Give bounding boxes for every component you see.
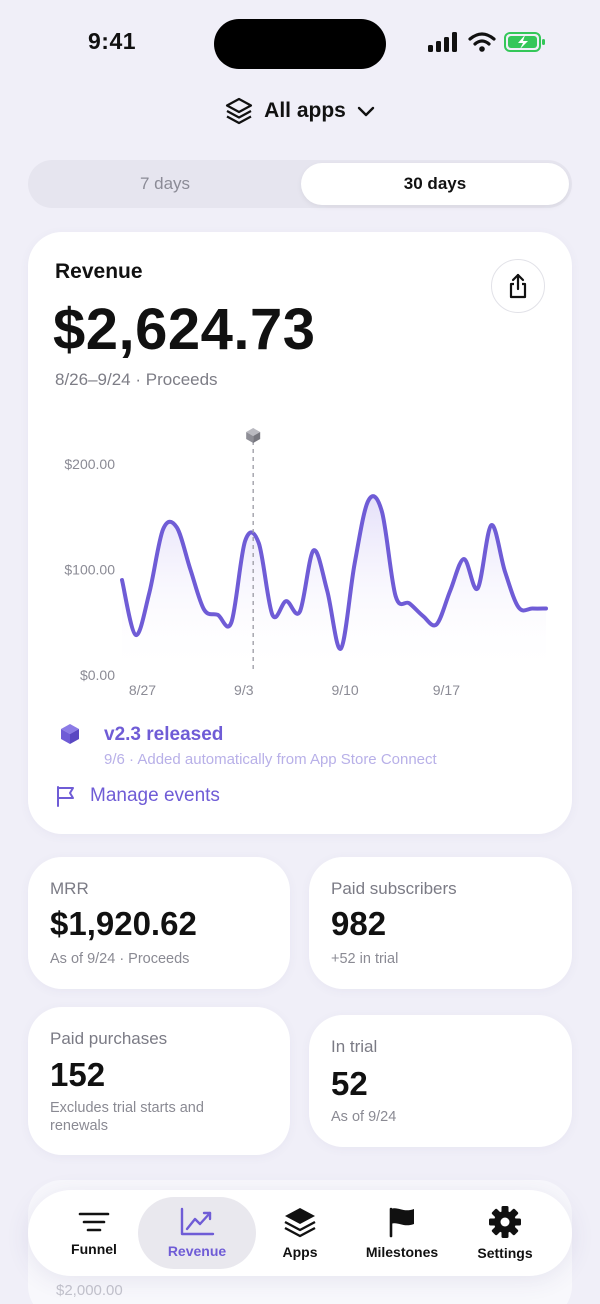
x-tick-label: 9/17 [433, 682, 460, 698]
stat-value: 152 [50, 1056, 106, 1093]
wifi-icon [468, 32, 496, 52]
x-tick-label: 8/27 [129, 682, 156, 698]
chart-area-fill [122, 496, 546, 675]
tab-bar: Funnel Revenue Apps Milestones Settings [28, 1190, 572, 1276]
tab-funnel[interactable]: Funnel [40, 1190, 148, 1276]
chart-series-line [120, 494, 548, 651]
range-segmented-control: 7 days 30 days [28, 160, 572, 208]
revenue-card: Revenue $2,624.73 8/26–9/24 · Proceeds $… [28, 232, 572, 834]
stat-value: 982 [331, 905, 387, 942]
tab-apps[interactable]: Apps [246, 1190, 354, 1276]
stat-value: $1,920.62 [50, 905, 197, 942]
range-30-days[interactable]: 30 days [301, 163, 569, 205]
faded-axis-label: $2,000.00 [56, 1282, 123, 1299]
stack-icon [284, 1208, 316, 1238]
tab-label: Funnel [71, 1241, 117, 1257]
chevron-down-icon [357, 106, 375, 117]
stat-card-mrr[interactable]: MRR $1,920.62 As of 9/24 · Proceeds [28, 857, 290, 989]
stat-note: As of 9/24 [331, 1109, 397, 1125]
trend-icon [180, 1207, 215, 1236]
share-icon [509, 273, 527, 299]
x-tick-label: 9/10 [331, 682, 358, 698]
stat-label: Paid subscribers [331, 879, 457, 898]
lines-icon [78, 1212, 110, 1232]
revenue-title: Revenue [55, 260, 143, 283]
flag-icon [389, 1207, 414, 1238]
event-marker-cube-icon[interactable] [246, 428, 261, 443]
revenue-chart[interactable]: $200.00 $100.00 $0.00 8/27 9/3 9/10 9/17 [28, 427, 572, 707]
tab-label: Milestones [365, 1244, 439, 1260]
stat-note: As of 9/24 · Proceeds [50, 951, 190, 967]
stat-note: +52 in trial [331, 951, 399, 967]
tab-settings[interactable]: Settings [451, 1190, 559, 1276]
range-7-days[interactable]: 7 days [139, 174, 191, 193]
stat-value: 52 [331, 1065, 368, 1102]
app-picker-label: All apps [264, 99, 346, 122]
y-tick-label: $100.00 [64, 562, 115, 578]
tab-milestones[interactable]: Milestones [348, 1190, 456, 1276]
stat-card-paid-subscribers[interactable]: Paid subscribers 982 +52 in trial [309, 857, 572, 989]
manage-events-label: Manage events [90, 785, 220, 806]
tab-revenue[interactable]: Revenue [138, 1197, 256, 1269]
tab-label: Revenue [167, 1243, 227, 1259]
share-button[interactable] [491, 259, 545, 313]
status-icons [428, 32, 546, 52]
release-cube-icon [61, 724, 79, 744]
layers-icon [226, 97, 253, 125]
gear-icon [489, 1206, 521, 1238]
stat-note: Excludes trial starts and renewals [50, 1100, 204, 1134]
status-time: 9:41 [88, 28, 137, 54]
dynamic-island [214, 19, 386, 69]
event-title[interactable]: v2.3 released [104, 724, 224, 745]
y-tick-label: $0.00 [80, 667, 115, 683]
y-tick-label: $200.00 [64, 456, 115, 472]
flag-outline-icon [57, 786, 74, 807]
stat-card-paid-purchases[interactable]: Paid purchases 152 Excludes trial starts… [28, 1007, 290, 1155]
cellular-signal-icon [428, 32, 457, 52]
manage-events-button[interactable]: Manage events [54, 784, 220, 808]
stat-label: MRR [50, 879, 89, 898]
tab-label: Apps [282, 1244, 318, 1260]
revenue-subtitle: 8/26–9/24 · Proceeds [55, 370, 218, 389]
tab-label: Settings [477, 1245, 533, 1261]
stat-label: In trial [331, 1037, 378, 1056]
stat-card-in-trial[interactable]: In trial 52 As of 9/24 [309, 1015, 572, 1147]
x-tick-label: 9/3 [234, 682, 254, 698]
stat-label: Paid purchases [50, 1029, 168, 1048]
event-subtitle: 9/6 · Added automatically from App Store… [104, 751, 437, 768]
battery-charging-icon [504, 32, 545, 52]
app-picker[interactable]: All apps [0, 96, 600, 126]
revenue-amount: $2,624.73 [53, 297, 316, 362]
